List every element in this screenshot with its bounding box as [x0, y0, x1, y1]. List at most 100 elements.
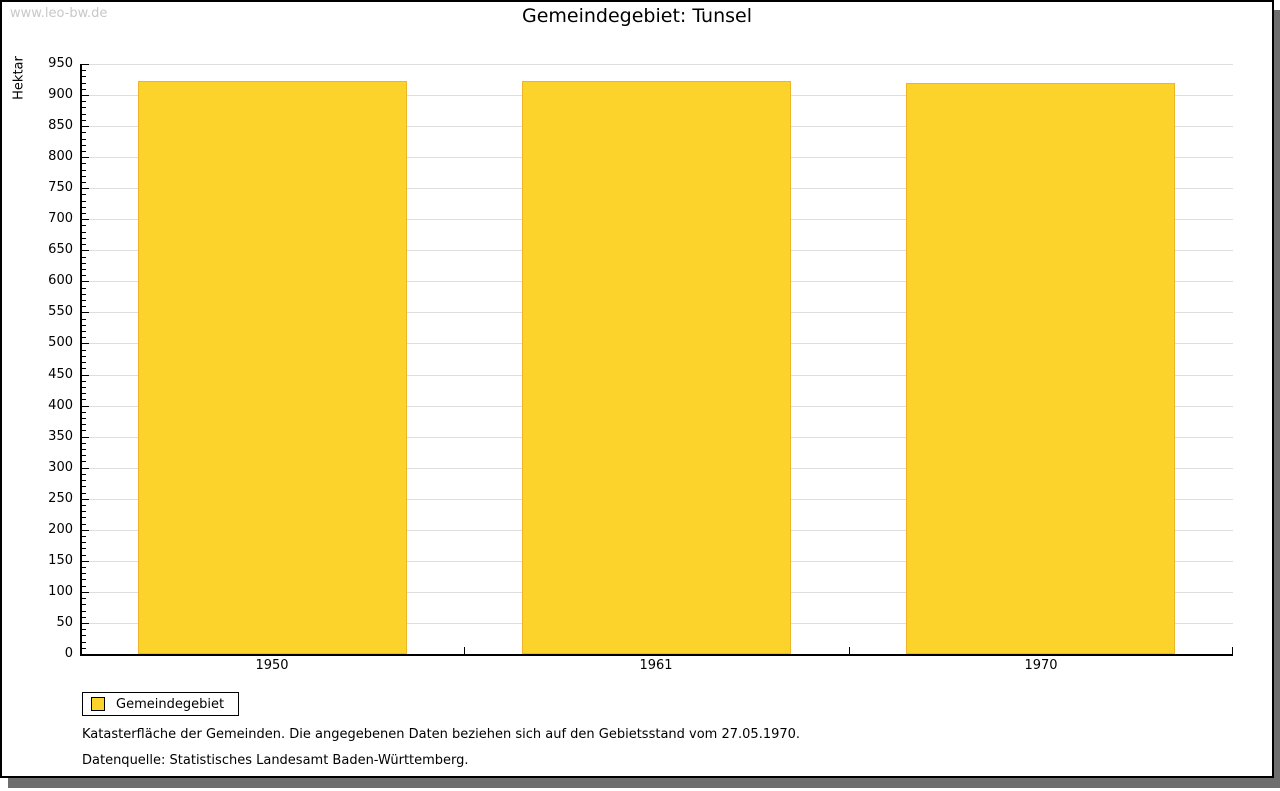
y-minor-tick: [82, 356, 86, 357]
y-minor-tick: [82, 132, 86, 133]
y-minor-tick: [82, 511, 86, 512]
y-minor-tick: [82, 548, 86, 549]
y-major-tick: [82, 654, 89, 655]
y-minor-tick: [82, 89, 86, 90]
y-tick-label: 500: [48, 335, 73, 350]
y-major-tick: [82, 250, 89, 251]
y-tick-label: 900: [48, 87, 73, 102]
footnote-description: Katasterfläche der Gemeinden. Die angege…: [82, 727, 801, 742]
y-minor-tick: [82, 368, 86, 369]
y-minor-tick: [82, 486, 86, 487]
bar-1961: [522, 81, 791, 654]
y-minor-tick: [82, 617, 86, 618]
y-minor-tick: [82, 586, 86, 587]
y-tick-label: 600: [48, 273, 73, 288]
y-minor-tick: [82, 232, 86, 233]
chart-page: www.leo-bw.de Gemeindegebiet: Tunsel Hek…: [0, 0, 1274, 778]
y-major-tick: [82, 561, 89, 562]
y-minor-tick: [82, 493, 86, 494]
y-tick-label: 800: [48, 149, 73, 164]
y-tick-label: 350: [48, 429, 73, 444]
legend-swatch-icon: [91, 697, 105, 711]
y-minor-tick: [82, 337, 86, 338]
plot-area: 0 50 100 150 200 250 300 350 400 450 500 550 600 650 7…: [2, 2, 1272, 776]
y-minor-tick: [82, 517, 86, 518]
y-minor-tick: [82, 70, 86, 71]
y-major-tick: [82, 343, 89, 344]
bar-1970: [906, 83, 1175, 654]
y-minor-tick: [82, 225, 86, 226]
x-category-label: 1970: [1024, 658, 1058, 673]
y-minor-tick: [82, 331, 86, 332]
y-tick-label: 400: [48, 398, 73, 413]
y-minor-tick: [82, 418, 86, 419]
y-minor-tick: [82, 542, 86, 543]
y-minor-tick: [82, 139, 86, 140]
bar-1950: [138, 81, 407, 654]
y-minor-tick: [82, 536, 86, 537]
y-minor-tick: [82, 449, 86, 450]
y-minor-tick: [82, 393, 86, 394]
x-boundary-tick: [80, 647, 81, 654]
y-major-tick: [82, 126, 89, 127]
y-minor-tick: [82, 611, 86, 612]
y-major-tick: [82, 499, 89, 500]
y-minor-tick: [82, 430, 86, 431]
y-minor-tick: [82, 461, 86, 462]
watermark: www.leo-bw.de: [10, 6, 108, 21]
y-major-tick: [82, 406, 89, 407]
y-minor-tick: [82, 635, 86, 636]
y-minor-tick: [82, 213, 86, 214]
y-major-tick: [82, 623, 89, 624]
x-boundary-tick: [849, 647, 850, 654]
y-tick-label: 950: [48, 56, 73, 71]
y-minor-tick: [82, 505, 86, 506]
y-major-tick: [82, 437, 89, 438]
y-minor-tick: [82, 381, 86, 382]
y-minor-tick: [82, 151, 86, 152]
y-minor-tick: [82, 145, 86, 146]
y-major-tick: [82, 375, 89, 376]
y-minor-tick: [82, 275, 86, 276]
y-minor-tick: [82, 598, 86, 599]
y-minor-tick: [82, 294, 86, 295]
y-minor-tick: [82, 300, 86, 301]
y-minor-tick: [82, 107, 86, 108]
y-major-tick: [82, 188, 89, 189]
y-minor-tick: [82, 244, 86, 245]
y-tick-label: 150: [48, 553, 73, 568]
y-major-tick: [82, 157, 89, 158]
y-minor-tick: [82, 424, 86, 425]
y-minor-tick: [82, 387, 86, 388]
y-minor-tick: [82, 362, 86, 363]
y-minor-tick: [82, 101, 86, 102]
y-minor-tick: [82, 269, 86, 270]
y-minor-tick: [82, 207, 86, 208]
y-minor-tick: [82, 263, 86, 264]
y-minor-tick: [82, 629, 86, 630]
y-minor-tick: [82, 480, 86, 481]
y-minor-tick: [82, 604, 86, 605]
y-tick-label: 650: [48, 242, 73, 257]
y-minor-tick: [82, 182, 86, 183]
gridline: [80, 64, 1233, 65]
y-minor-tick: [82, 474, 86, 475]
y-minor-tick: [82, 83, 86, 84]
footnote-source: Datenquelle: Statistisches Landesamt Bad…: [82, 753, 469, 768]
y-tick-label: 0: [64, 646, 73, 661]
y-major-tick: [82, 468, 89, 469]
y-tick-label: 300: [48, 460, 73, 475]
y-minor-tick: [82, 176, 86, 177]
y-minor-tick: [82, 257, 86, 258]
y-tick-label: 700: [48, 211, 73, 226]
y-minor-tick: [82, 325, 86, 326]
y-tick-label: 100: [48, 584, 73, 599]
y-minor-tick: [82, 555, 86, 556]
legend: Gemeindegebiet: [82, 692, 240, 716]
y-minor-tick: [82, 573, 86, 574]
y-minor-tick: [82, 120, 86, 121]
y-minor-tick: [82, 238, 86, 239]
y-minor-tick: [82, 76, 86, 77]
y-minor-tick: [82, 642, 86, 643]
y-axis-line: [80, 64, 82, 656]
